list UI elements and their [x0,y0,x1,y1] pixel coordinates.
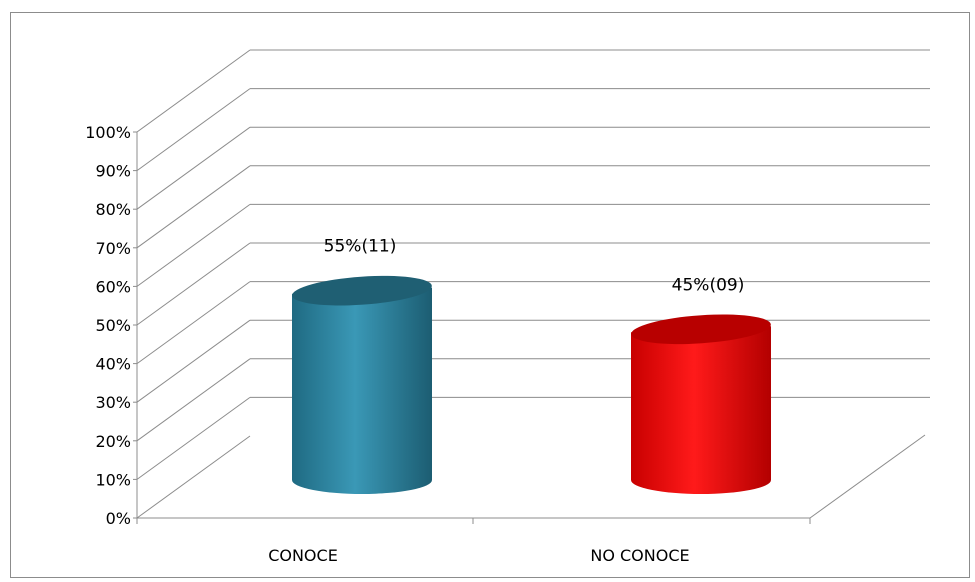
y-tick-label: 80% [95,200,131,219]
bar-top [292,275,432,306]
labels: 55%(11) 45%(09) CONOCE NO CONOCE [268,237,744,565]
bar-top [631,314,771,345]
y-tick-label: 70% [95,239,131,258]
gridline-side [136,49,251,133]
gridline-side [136,396,251,480]
data-label: 45%(09) [672,275,745,295]
y-tick-label: 0% [106,509,131,528]
grid-layer [136,49,930,524]
y-tick-label: 30% [95,393,131,412]
y-tick-label: 60% [95,277,131,296]
gridline-side [136,165,251,249]
gridline-side [136,281,251,365]
bar-body [292,287,432,494]
bars [292,275,771,494]
gridline-side [136,319,251,403]
bar-conoce [292,275,432,494]
x-tick-label: CONOCE [268,546,338,565]
gridline-side [136,358,251,442]
data-label: 55%(11) [324,237,397,257]
floor-right-edge [809,434,926,519]
y-tick-label: 100% [85,123,131,142]
gridline-side [136,126,251,210]
chart-frame [10,12,970,578]
gridline-side [136,242,251,326]
y-tick-label: 20% [95,432,131,451]
y-tick-label: 10% [95,470,131,489]
bar-body [631,326,771,494]
gridline-side [136,203,251,287]
x-tick-label: NO CONOCE [590,546,689,565]
bar-no-conoce [631,314,771,494]
y-axis: 0% 10% 20% 30% 40% 50% 60% 70% 80% 90% 100% [85,123,137,528]
y-tick-label: 90% [95,162,131,181]
y-tick-label: 40% [95,355,131,374]
gridline-side [136,88,251,172]
floor-left-edge [136,435,251,519]
y-tick-label: 50% [95,316,131,335]
